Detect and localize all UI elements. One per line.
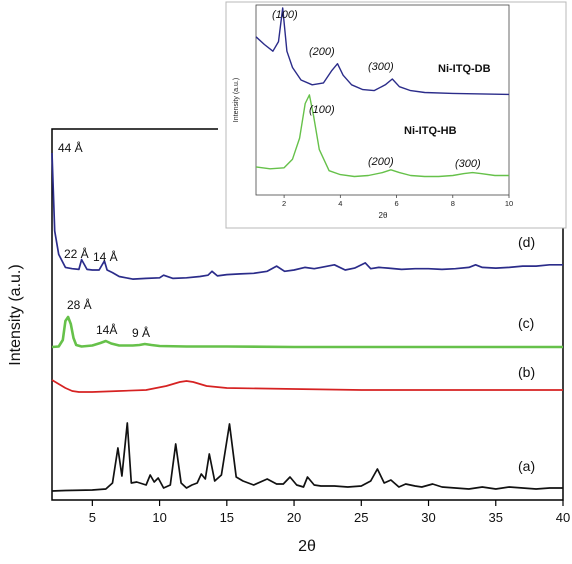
inset-annotation-db-300: (300) [368,61,394,73]
peak-annotation-9A: 9 Å [132,325,150,340]
main-series-group [51,152,563,492]
main-y-axis-label: Intensity (a.u.) [7,264,24,365]
main-x-tick-label: 35 [489,510,503,525]
inset-annotation-db-100: (100) [272,9,298,21]
inset-x-tick-label: 2 [282,199,286,208]
main-series-line-b [51,379,563,393]
inset-x-tick-label: 6 [394,199,398,208]
main-x-axis-ticks [91,500,564,506]
peak-annotation-14A-d: 14 Å [93,249,118,264]
curve-label-d: (d) [518,234,535,250]
inset-series-line-db [255,7,510,96]
curve-label-c: (c) [518,315,534,331]
inset-x-tick-label: 8 [451,199,455,208]
inset-annotation-hb-300: (300) [455,158,481,170]
peak-annotation-44A: 44 Å [58,140,83,155]
inset-x-axis-ticks [283,195,510,198]
inset-x-axis-label: 2θ [379,211,388,220]
curve-label-b: (b) [518,364,535,380]
main-series-line-a [51,422,563,492]
inset-series-group [255,7,510,178]
main-x-tick-label: 40 [556,510,570,525]
inset-plot-frame [255,4,510,196]
main-x-tick-label: 5 [89,510,96,525]
main-x-tick-label: 25 [354,510,368,525]
inset-x-tick-label: 10 [505,199,513,208]
inset-series-name-hb: Ni-ITQ-HB [404,125,457,137]
inset-annotation-hb-200: (200) [368,156,394,168]
main-x-tick-label: 10 [152,510,166,525]
peak-annotation-28A: 28 Å [67,297,92,312]
main-x-tick-label: 20 [287,510,301,525]
main-chart: 5 10 15 20 25 30 35 40 2θ Intensity (a.u.) (d) … [7,128,571,555]
main-x-tick-label: 30 [421,510,435,525]
main-series-line-d [51,152,563,280]
inset-chart: 2 4 6 8 10 2θ Intensity (a.u.) Ni-ITQ-DB Ni-… [225,1,567,229]
inset-annotation-hb-100: (100) [309,104,335,116]
main-x-tick-label: 15 [220,510,234,525]
curve-label-a: (a) [518,458,535,474]
inset-series-line-hb [255,94,509,178]
inset-x-tick-label: 4 [338,199,342,208]
peak-annotation-22A: 22 Å [64,246,89,261]
inset-x-axis-tick-labels: 2 4 6 8 10 [282,199,513,208]
peak-annotation-14A-c: 14Å [96,322,117,337]
inset-border [225,1,567,229]
inset-series-name-db: Ni-ITQ-DB [438,63,491,75]
inset-annotation-db-200: (200) [309,46,335,58]
main-series-line-c [51,315,563,349]
main-x-axis-tick-labels: 5 10 15 20 25 30 35 40 [89,510,571,525]
main-x-axis-label: 2θ [298,538,316,555]
inset-y-axis-label: Intensity (a.u.) [233,78,240,122]
